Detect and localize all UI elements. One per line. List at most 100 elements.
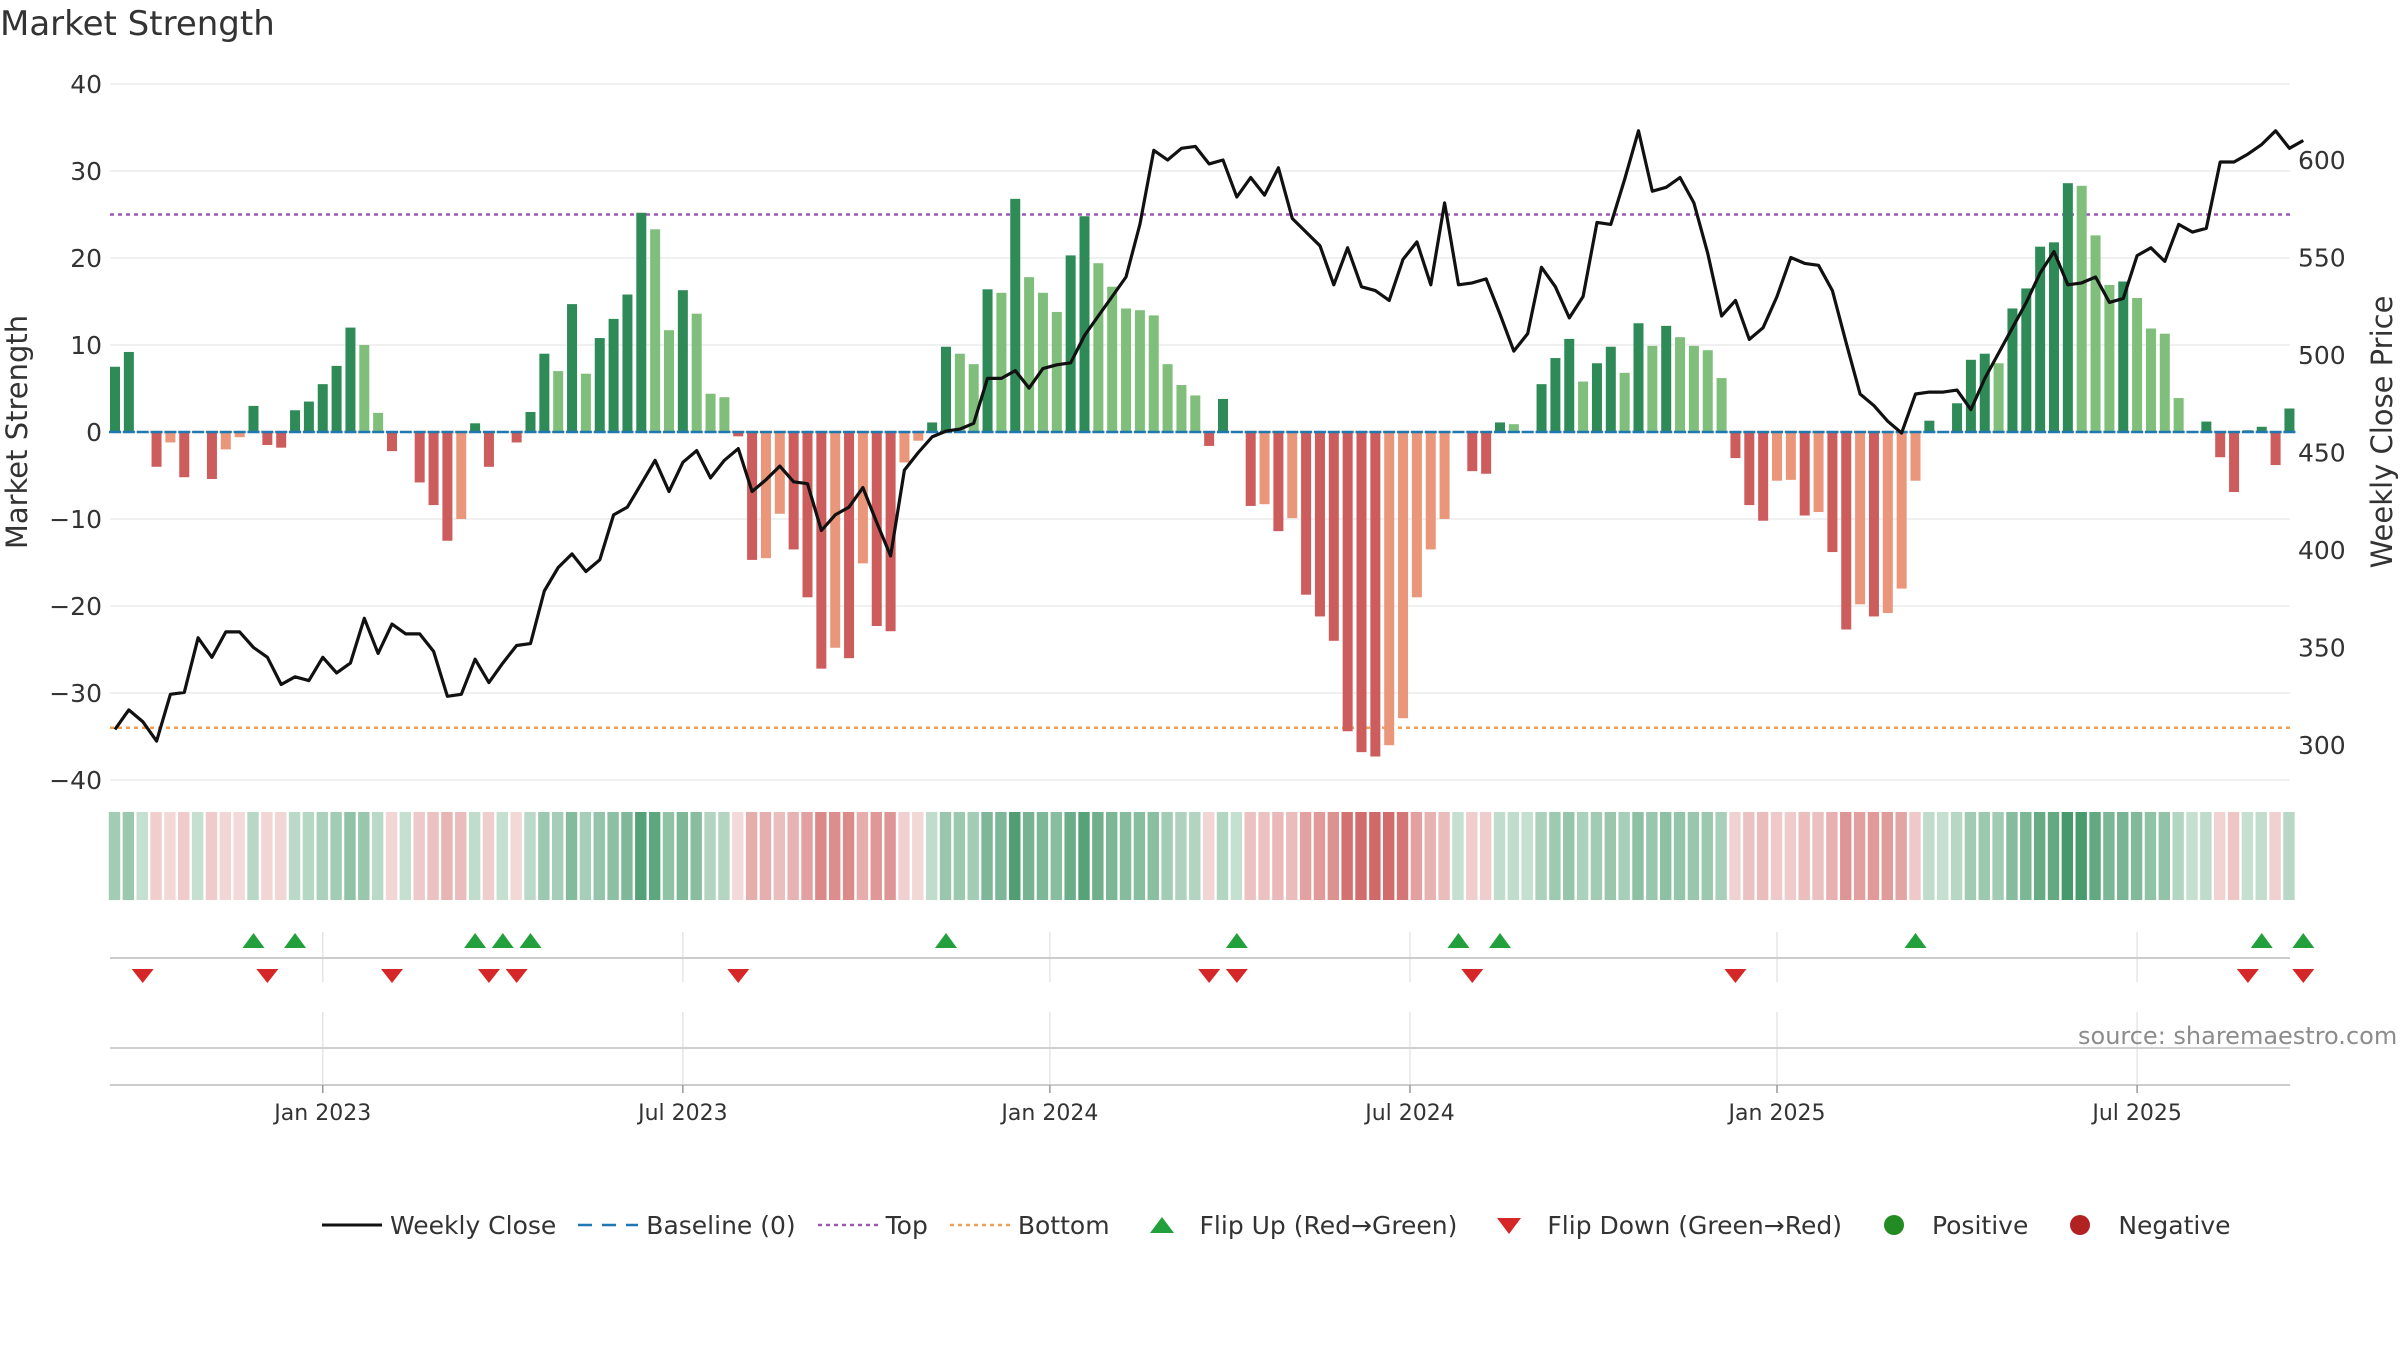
heat-strip-cell [1078,812,1090,900]
flip-up-marker [1225,933,1248,948]
legend-flip-up: Flip Up (Red→Green) [1132,1210,1457,1240]
heat-strip-cell [1022,812,1035,900]
strength-bar-negative [816,432,827,669]
heat-strip-cell [441,812,453,900]
heat-strip-cell [1673,812,1686,900]
heat-strip-cell [2061,812,2074,900]
strength-bar-positive [941,346,951,432]
heat-strip-cell [2283,812,2295,900]
heat-strip-cell [1216,812,1229,900]
heat-strip-cell [510,812,522,900]
right-tick-label: 600 [2298,146,2346,175]
heat-strip-cell [1604,812,1616,900]
heat-strip-cell [2089,812,2101,900]
heat-strip-cell [468,812,481,900]
strength-bar-positive [373,412,384,432]
heat-strip-cell [1881,812,1893,900]
triangle-down-icon [1479,1210,1539,1240]
chart-title: Market Strength [0,4,275,44]
legend-bottom: Bottom [949,1210,1110,1240]
heat-strip-cell [275,812,287,900]
strength-bar-negative [733,432,744,437]
strength-bar-negative [276,432,287,448]
flip-up-marker [1904,933,1927,948]
strength-bar-positive [2090,235,2101,432]
strength-bar-negative [1439,432,1450,519]
heat-strip-cell [2255,812,2267,900]
strength-bar-positive [1647,345,1658,432]
strength-bar-negative [1841,432,1852,630]
heat-strip-cell [1743,812,1755,900]
strength-bar-negative [1259,432,1270,505]
strength-bar-positive [553,371,564,432]
heat-strip-cell [1895,812,1907,900]
heat-strip-cell [1466,812,1478,900]
heat-strip-cell [1244,812,1256,900]
strength-bar-negative [206,432,217,479]
strength-bar-negative [844,432,855,659]
heat-strip-cell [884,812,896,900]
heat-strip-cell [1161,812,1173,900]
left-tick-label: 30 [70,157,102,186]
heat-strip-cell [1853,812,1866,900]
strength-bar-positive [580,373,591,432]
strength-bar-negative [179,432,190,478]
heat-strip-cell [1355,812,1367,900]
heat-strip-cell [482,812,495,900]
strength-bar-negative [1204,432,1215,446]
heat-strip-cell [1937,812,1949,900]
heat-strip-cell [2006,812,2018,900]
strength-bar-negative [414,432,425,483]
strength-bar-positive [2201,421,2212,432]
flip-up-marker [464,933,487,948]
strength-bar-positive [677,290,688,432]
x-tick-label: Jan 2023 [272,1101,371,1126]
legend-negative-label: Negative [2118,1210,2231,1240]
strength-bar-negative [1896,432,1907,589]
heat-strip-cell [2117,812,2129,900]
strength-bar-negative [2270,432,2281,466]
strength-bar-positive [2062,183,2073,432]
heat-strip-cell [1701,812,1713,900]
strength-bar-negative [1370,432,1381,757]
strength-bar-negative [387,432,397,452]
strength-bar-positive [1037,292,1048,432]
strength-bar-positive [2256,426,2267,432]
strength-bar-negative [1910,432,1921,481]
strength-bar-positive [2118,281,2129,432]
flip-down-marker [477,969,500,983]
strength-bar-negative [830,432,841,648]
heat-strip-cell [205,812,218,900]
strength-bar-positive [2159,333,2170,432]
heat-strip-cell [1756,812,1769,900]
strength-bar-positive [594,338,605,432]
legend-baseline-label: Baseline (0) [646,1210,796,1240]
flip-down-marker [1724,969,1747,983]
strength-bar-negative [511,432,522,443]
strength-bar-negative [802,432,813,598]
strength-bar-positive [622,294,633,432]
heat-strip-cell [1521,812,1533,900]
heat-strip-cell [136,812,148,900]
heat-strip-cell [261,812,273,900]
strength-bar-negative [1342,432,1353,732]
heat-strip-cell [1646,812,1658,900]
strength-bar-positive [1121,308,1132,432]
heat-strip-cell [662,812,675,900]
heat-strip-cell [1992,812,2004,900]
strength-bar-negative [747,432,758,560]
heat-strip-cell [1826,812,1838,900]
strength-bar-positive [1633,323,1644,432]
heat-strip-cell [1175,812,1187,900]
heat-strip-cell [2033,812,2046,900]
heat-strip-cell [2130,812,2143,900]
left-tick-label: 0 [86,418,102,447]
strength-bar-negative [1245,432,1256,506]
strength-bar-negative [1758,432,1769,521]
strength-bar-positive [1536,384,1547,432]
strength-bar-negative [234,432,245,438]
heat-strip-cell [1133,812,1146,900]
heat-strip-cell [579,812,592,900]
strength-bar-negative [483,432,494,467]
flip-down-marker [2236,969,2259,983]
